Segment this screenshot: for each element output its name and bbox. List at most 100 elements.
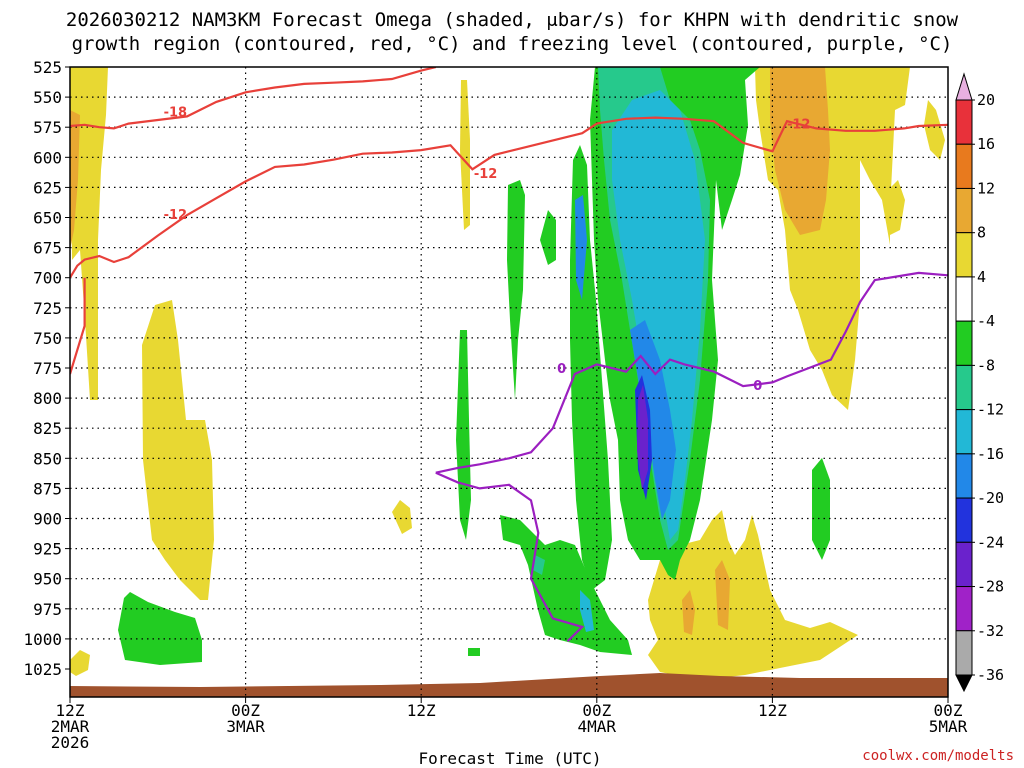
plot-frame: [69, 66, 949, 698]
colorbar-label: 16: [977, 135, 995, 153]
colorbar-label: -36: [977, 666, 1004, 684]
omega-region-left-column-negative: [507, 180, 556, 400]
pressure-tick-label: 1000: [23, 630, 62, 649]
contour-layer: -18 -12 -12 -12 0 0: [70, 67, 948, 643]
dgz-contour: [70, 67, 437, 130]
omega-region-left-strong: [70, 110, 80, 250]
colorbar-label: 4: [977, 268, 986, 286]
surface-terrain: [70, 673, 948, 697]
colorbar-label: 12: [977, 179, 995, 197]
contour-label: 0: [557, 362, 566, 377]
colorbar-top-arrow: [955, 72, 973, 101]
time-tick-label: 12Z: [407, 701, 436, 720]
colorbar-swatch: [955, 541, 973, 588]
colorbar-label: -28: [977, 578, 1004, 596]
time-tick-label: 2MAR: [51, 717, 90, 736]
pressure-tick-label: 700: [33, 269, 62, 288]
freezing-level-contour: [435, 471, 585, 643]
pressure-tick-label: 750: [33, 329, 62, 348]
pressure-tick-label: 775: [33, 359, 62, 378]
colorbar-bottom-arrow: [955, 674, 973, 693]
freezing-level-contour: [435, 271, 948, 474]
pressure-tick-label: 900: [33, 510, 62, 529]
time-tick-label: 2026: [51, 733, 90, 752]
omega-region-far-right-small: [888, 180, 905, 235]
omega-region-small-positive: [392, 500, 412, 534]
credit-text: coolwx.com/modelts: [862, 748, 1014, 764]
omega-region-mid-positive: [142, 300, 214, 600]
plot-area: [70, 67, 945, 680]
colorbar-swatch: [955, 320, 973, 366]
omega-region-lower-right-strong: [682, 560, 730, 635]
pressure-tick-label: 575: [33, 118, 62, 137]
time-tick-label: 00Z: [582, 701, 611, 720]
time-tick-label: 3MAR: [226, 717, 265, 736]
colorbar-label: 8: [977, 224, 986, 242]
omega-region-left-negative: [118, 592, 202, 665]
time-tick-label: 12Z: [758, 701, 787, 720]
omega-region-small-negative-lower: [533, 555, 545, 575]
time-tick-label: 12Z: [56, 701, 85, 720]
omega-region-cyan-lower: [580, 590, 594, 632]
chart-title-line2: growth region (contoured, red, °C) and f…: [72, 33, 953, 55]
colorbar-label: -32: [977, 622, 1004, 640]
pressure-axis: 525 550 575 600 625 650 675 700 725 750 775 800 825 8…: [23, 58, 70, 679]
colorbar-swatch: [955, 453, 973, 499]
contour-label: -12: [474, 167, 498, 182]
contour-label: -18: [164, 106, 188, 121]
pressure-tick-label: 925: [33, 540, 62, 559]
omega-region-lower-right-positive: [648, 510, 858, 680]
pressure-tick-label: 1025: [23, 660, 62, 679]
colorbar-label: -8: [977, 356, 995, 374]
pressure-tick-label: 875: [33, 479, 62, 498]
time-tick-label: 00Z: [934, 701, 963, 720]
dgz-contour: [70, 277, 86, 375]
omega-region-thin-negative: [456, 330, 471, 540]
pressure-tick-label: 525: [33, 58, 62, 77]
colorbar-swatch: [955, 409, 973, 455]
pressure-tick-label: 950: [33, 570, 62, 589]
contour-label: 0: [753, 379, 762, 394]
pressure-tick-label: 675: [33, 239, 62, 258]
pressure-tick-label: 725: [33, 299, 62, 318]
pressure-tick-label: 600: [33, 148, 62, 167]
omega-region-bottom-positive: [70, 650, 90, 676]
omega-region-lower-negative: [500, 515, 632, 655]
pressure-tick-label: 650: [33, 209, 62, 228]
pressure-tick-label: 850: [33, 449, 62, 468]
omega-region-tiny-negative: [468, 648, 480, 656]
colorbar-label: 20: [977, 91, 995, 109]
colorbar-swatch: [955, 187, 973, 234]
colorbar-label: -4: [977, 312, 995, 330]
colorbar-swatch: [955, 586, 973, 632]
omega-region-cyan: [612, 90, 705, 540]
colorbar-swatch: [955, 364, 973, 411]
colorbar-swatch: [955, 99, 973, 145]
x-axis-title: Forecast Time (UTC): [418, 749, 601, 768]
colorbar-swatch: [955, 143, 973, 189]
colorbar-swatch: [955, 276, 973, 322]
pressure-tick-label: 825: [33, 419, 62, 438]
colorbar-swatch: [955, 232, 973, 278]
pressure-tick-label: 625: [33, 178, 62, 197]
pressure-tick-label: 800: [33, 389, 62, 408]
contour-label: -12: [787, 118, 811, 133]
colorbar-label: -12: [977, 401, 1004, 419]
pressure-tick-label: 550: [33, 88, 62, 107]
colorbar-label: -16: [977, 445, 1004, 463]
dgz-contour: [70, 116, 948, 279]
omega-region-purple: [637, 385, 648, 490]
chart-title-line1: 2026030212 NAM3KM Forecast Omega (shaded…: [66, 9, 959, 31]
colorbar-swatch: [955, 630, 973, 676]
colorbar-label: -24: [977, 533, 1004, 551]
colorbar-label: -20: [977, 489, 1004, 507]
colorbar-swatch: [955, 497, 973, 543]
omega-region-right-strong: [770, 67, 830, 235]
pressure-tick-label: 975: [33, 600, 62, 619]
omega-region-left-positive: [70, 67, 108, 400]
time-tick-label: 4MAR: [578, 717, 617, 736]
pressure-gridlines: [70, 96, 948, 640]
time-tick-label: 00Z: [231, 701, 260, 720]
